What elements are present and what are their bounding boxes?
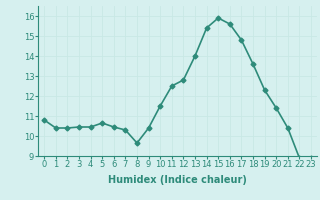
X-axis label: Humidex (Indice chaleur): Humidex (Indice chaleur) [108, 175, 247, 185]
